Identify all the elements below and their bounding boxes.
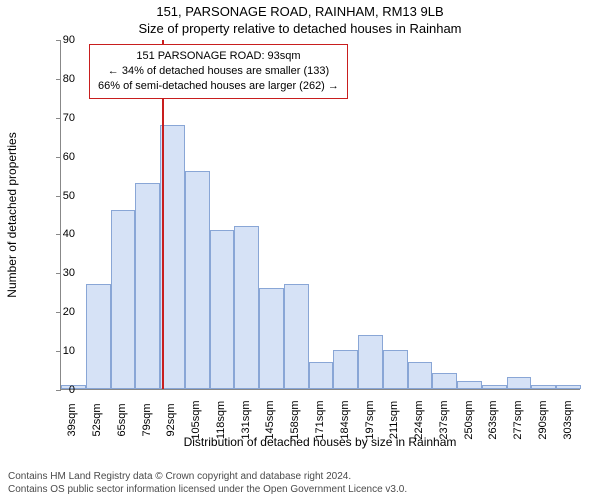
info-line-1: 151 PARSONAGE ROAD: 93sqm — [98, 49, 339, 64]
info-line-3: 66% of semi-detached houses are larger (… — [98, 79, 339, 94]
y-tick-label: 30 — [50, 267, 75, 279]
bar — [432, 373, 457, 389]
bar — [284, 284, 309, 389]
bar — [185, 171, 210, 389]
x-tick-label: 92sqm — [165, 403, 177, 436]
bar — [531, 385, 556, 389]
x-tick-label: 250sqm — [463, 400, 475, 439]
chart-container: Number of detached properties 151 PARSON… — [0, 40, 600, 450]
x-tick-label: 105sqm — [190, 400, 202, 439]
y-tick-label: 50 — [50, 190, 75, 202]
x-tick-label: 145sqm — [264, 400, 276, 439]
bar — [111, 210, 136, 389]
bar — [482, 385, 507, 389]
footer-line-1: Contains HM Land Registry data © Crown c… — [8, 470, 407, 483]
x-tick-label: 52sqm — [91, 403, 103, 436]
x-tick-label: 79sqm — [141, 403, 153, 436]
bar — [210, 230, 235, 389]
x-tick-label: 39sqm — [66, 403, 78, 436]
bar — [358, 335, 383, 389]
bar — [333, 350, 358, 389]
x-tick-label: 158sqm — [289, 400, 301, 439]
y-tick-label: 90 — [50, 34, 75, 46]
y-tick-label: 10 — [50, 345, 75, 357]
bar — [259, 288, 284, 389]
page-title: 151, PARSONAGE ROAD, RAINHAM, RM13 9LB — [0, 0, 600, 19]
x-tick-label: 184sqm — [339, 400, 351, 439]
y-tick-label: 40 — [50, 228, 75, 240]
x-tick-label: 118sqm — [215, 401, 227, 439]
info-box: 151 PARSONAGE ROAD: 93sqm ← 34% of detac… — [89, 44, 348, 99]
bar — [457, 381, 482, 389]
y-tick-label: 60 — [50, 151, 75, 163]
bar — [507, 377, 532, 389]
footer-line-2: Contains OS public sector information li… — [8, 483, 407, 496]
x-tick-label: 290sqm — [537, 400, 549, 439]
x-tick-label: 237sqm — [438, 400, 450, 439]
x-tick-label: 211sqm — [388, 401, 400, 439]
bar — [383, 350, 408, 389]
x-tick-label: 171sqm — [314, 400, 326, 439]
bar — [556, 385, 581, 389]
footer: Contains HM Land Registry data © Crown c… — [8, 470, 407, 496]
y-tick-label: 0 — [50, 384, 75, 396]
bar — [234, 226, 259, 389]
page-subtitle: Size of property relative to detached ho… — [0, 19, 600, 38]
bar — [135, 183, 160, 389]
y-tick-label: 80 — [50, 73, 75, 85]
x-tick-label: 303sqm — [562, 400, 574, 439]
x-tick-label: 65sqm — [116, 403, 128, 436]
info-line-2: ← 34% of detached houses are smaller (13… — [98, 64, 339, 79]
y-tick-label: 20 — [50, 306, 75, 318]
x-tick-label: 224sqm — [413, 400, 425, 439]
x-tick-label: 131sqm — [240, 400, 252, 439]
bar — [408, 362, 433, 389]
bar — [309, 362, 334, 389]
x-tick-label: 197sqm — [364, 400, 376, 439]
y-tick-label: 70 — [50, 112, 75, 124]
plot-area: 151 PARSONAGE ROAD: 93sqm ← 34% of detac… — [60, 40, 580, 390]
x-tick-label: 277sqm — [512, 400, 524, 439]
y-axis-title: Number of detached properties — [5, 132, 19, 297]
x-tick-label: 263sqm — [487, 400, 499, 439]
bar — [86, 284, 111, 389]
